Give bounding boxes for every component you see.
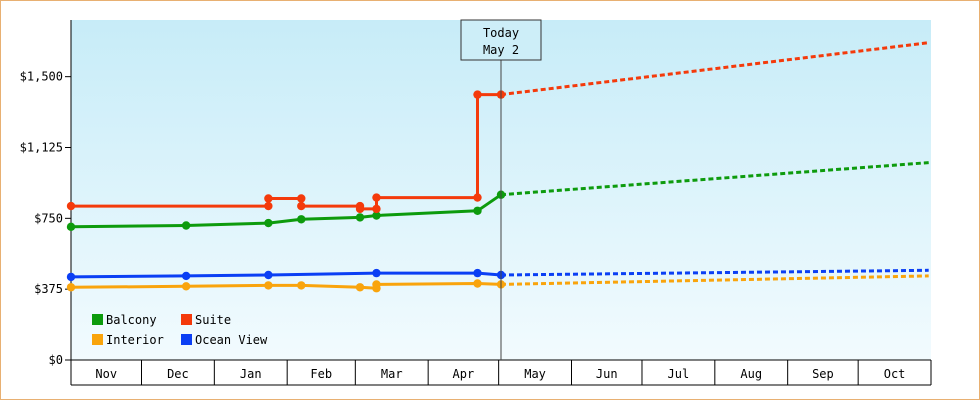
month-label: Mar	[381, 367, 403, 381]
series-interior-forecast	[500, 274, 929, 286]
y-axis: $0 $375 $750 $1,125 $1,500	[20, 20, 72, 367]
series-ocean-view-point	[264, 270, 273, 280]
series-ocean-view-point	[473, 268, 482, 278]
series-interior-point	[66, 283, 76, 292]
series-interior-point	[297, 281, 306, 290]
today-box	[460, 19, 542, 61]
month-label: Dec	[167, 367, 189, 381]
x-axis: Nov Dec Jan Feb Mar Apr May Jun Jul Aug Sep Oct	[70, 359, 932, 386]
series-suite-point	[297, 201, 306, 211]
series-interior-point	[372, 280, 381, 289]
legend-label-balcony: Balcony	[106, 313, 157, 327]
series-suite-point	[66, 201, 76, 211]
series-layer	[66, 41, 929, 293]
legend: Balcony Suite Interior Ocean View	[92, 313, 268, 347]
y-tick-label: $1,500	[20, 70, 63, 84]
month-label: Oct	[884, 367, 906, 381]
month-label: Feb	[310, 367, 332, 381]
series-interior-point	[264, 281, 273, 290]
series-ocean-view-point	[181, 271, 191, 281]
y-tick-label: $375	[34, 282, 63, 296]
series-balcony-line	[70, 193, 502, 229]
series-balcony-point	[264, 218, 273, 228]
today-marker: Today May 2	[460, 19, 542, 360]
today-date-label: May 2	[483, 43, 519, 57]
month-label: Apr	[453, 367, 475, 381]
series-suite-point	[355, 204, 365, 214]
series-suite-point	[372, 193, 381, 202]
month-label: Jul	[668, 367, 690, 381]
y-tick-label: $750	[34, 211, 63, 225]
month-label: Sep	[812, 367, 834, 381]
series-balcony-point	[355, 213, 365, 222]
legend-label-ocean-view: Ocean View	[195, 333, 268, 347]
series-balcony-point	[372, 211, 381, 220]
series-suite-point	[264, 194, 273, 203]
legend-swatch-suite	[181, 314, 192, 325]
month-label: Nov	[95, 367, 117, 381]
y-tick-label: $0	[49, 353, 63, 367]
series-balcony-point	[66, 222, 76, 232]
month-label: Jun	[596, 367, 618, 381]
series-suite-point	[473, 90, 482, 99]
series-balcony-point	[297, 215, 306, 224]
month-label: May	[524, 367, 546, 381]
series-ocean-view-point	[372, 268, 381, 278]
legend-swatch-balcony	[92, 314, 103, 325]
series-suite-point	[297, 194, 306, 203]
series-ocean-view-forecast	[500, 268, 929, 277]
series-interior-point	[473, 279, 482, 288]
legend-label-suite: Suite	[195, 313, 231, 327]
legend-swatch-ocean-view	[181, 334, 192, 345]
series-balcony-point	[181, 221, 191, 230]
series-suite-point	[264, 201, 273, 211]
y-tick-label: $1,125	[20, 141, 63, 155]
month-label: Aug	[740, 367, 762, 381]
series-interior-point	[181, 282, 191, 291]
legend-label-interior: Interior	[106, 333, 164, 347]
today-label: Today	[483, 26, 519, 40]
month-label: Jan	[240, 367, 262, 381]
series-balcony-point	[473, 206, 482, 215]
series-suite-point	[473, 193, 482, 202]
legend-swatch-interior	[92, 334, 103, 345]
series-interior-point	[355, 283, 365, 292]
series-suite-point	[372, 204, 381, 214]
series-ocean-view-point	[66, 272, 76, 282]
